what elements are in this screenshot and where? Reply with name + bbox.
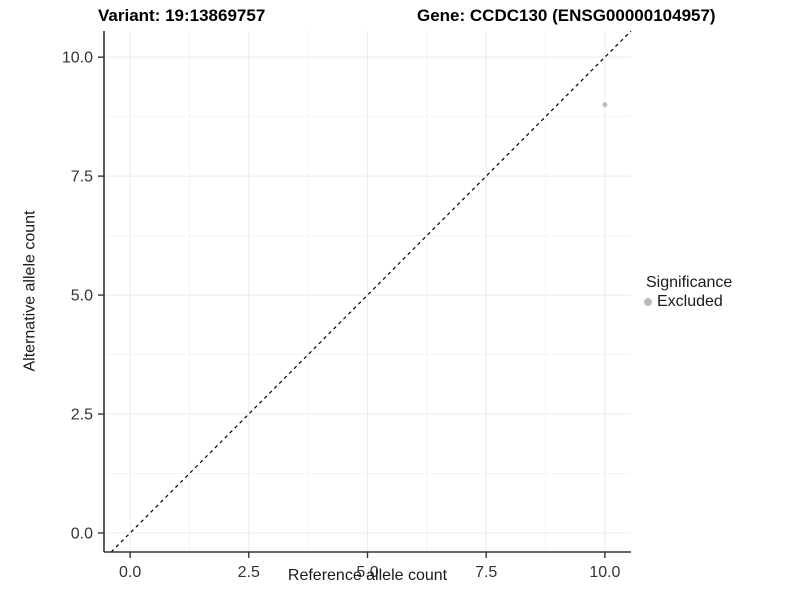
- x-tick-label: 0.0: [119, 564, 141, 581]
- y-tick-label: 0.0: [71, 525, 93, 542]
- y-tick-label: 2.5: [71, 407, 93, 424]
- legend: Significance Excluded: [642, 273, 732, 311]
- legend-entry-label: Excluded: [657, 292, 723, 310]
- data-point-excluded: [602, 102, 608, 108]
- y-tick-label: 7.5: [71, 169, 93, 186]
- legend-entry-excluded: Excluded: [642, 292, 732, 311]
- x-tick-label: 2.5: [238, 564, 260, 581]
- y-tick-label: 10.0: [62, 50, 93, 67]
- y-tick-label: 5.0: [71, 288, 93, 305]
- plot-title-gene: Gene: CCDC130 (ENSG00000104957): [417, 6, 716, 25]
- x-axis-label: Reference allele count: [287, 567, 448, 584]
- x-tick-label: 10.0: [589, 564, 620, 581]
- y-axis-label: Alternative allele count: [21, 210, 39, 372]
- x-tick-label: 5.0: [356, 564, 378, 581]
- legend-point-icon: [644, 297, 652, 306]
- x-tick-label: 7.5: [475, 564, 497, 581]
- legend-title: Significance: [646, 274, 733, 291]
- plot-title-variant: Variant: 19:13869757: [98, 6, 266, 25]
